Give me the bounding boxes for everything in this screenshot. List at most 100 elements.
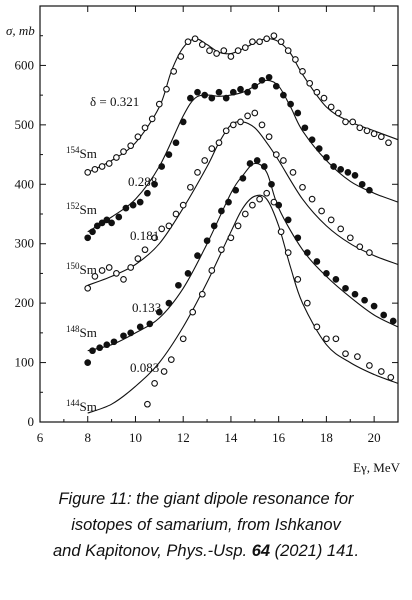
data-point-152Sm bbox=[122, 204, 130, 212]
data-point-152Sm bbox=[108, 219, 115, 227]
data-point-154Sm bbox=[234, 47, 242, 54]
data-point-152Sm bbox=[265, 73, 273, 81]
fit-curve-144Sm bbox=[87, 194, 399, 414]
data-points bbox=[84, 32, 397, 408]
data-point-148Sm bbox=[260, 163, 268, 170]
x-tick-label: 14 bbox=[224, 430, 238, 445]
data-point-152Sm bbox=[136, 198, 144, 206]
data-point-148Sm bbox=[103, 341, 111, 349]
x-tick-label: 12 bbox=[177, 430, 190, 445]
data-point-144Sm bbox=[342, 350, 349, 358]
data-point-144Sm bbox=[270, 198, 278, 206]
data-point-148Sm bbox=[175, 281, 182, 289]
data-point-148Sm bbox=[323, 270, 330, 277]
deformation-label-150Sm: 0.181 bbox=[130, 228, 159, 243]
data-point-150Sm bbox=[265, 133, 273, 141]
x-tick-label: 18 bbox=[320, 430, 333, 445]
data-point-144Sm bbox=[387, 374, 395, 381]
data-point-150Sm bbox=[289, 169, 297, 176]
data-point-148Sm bbox=[225, 198, 232, 206]
data-point-154Sm bbox=[292, 56, 299, 63]
data-point-144Sm bbox=[189, 308, 197, 316]
data-point-148Sm bbox=[294, 234, 302, 242]
data-point-148Sm bbox=[313, 258, 321, 265]
data-point-152Sm bbox=[308, 136, 316, 144]
isotope-label-144Sm: 144Sm bbox=[66, 398, 97, 414]
data-point-150Sm bbox=[127, 264, 135, 271]
data-point-152Sm bbox=[172, 139, 180, 147]
data-point-148Sm bbox=[184, 270, 192, 277]
data-point-150Sm bbox=[158, 225, 166, 233]
data-point-154Sm bbox=[349, 118, 357, 126]
isotope-symbol: Sm bbox=[80, 202, 97, 217]
data-point-152Sm bbox=[337, 166, 345, 173]
data-point-150Sm bbox=[98, 267, 106, 274]
data-point-144Sm bbox=[208, 267, 216, 274]
y-axis-title: σ, mb bbox=[6, 23, 35, 38]
data-point-152Sm bbox=[358, 180, 366, 188]
data-point-152Sm bbox=[244, 88, 251, 96]
y-tick-label: 500 bbox=[15, 117, 35, 132]
data-point-152Sm bbox=[194, 88, 201, 96]
data-point-154Sm bbox=[213, 50, 220, 57]
data-point-150Sm bbox=[201, 157, 209, 164]
data-point-150Sm bbox=[113, 270, 120, 277]
data-point-144Sm bbox=[277, 228, 285, 236]
data-point-152Sm bbox=[272, 82, 280, 90]
data-point-148Sm bbox=[246, 160, 254, 167]
data-point-150Sm bbox=[222, 127, 230, 135]
data-point-148Sm bbox=[194, 252, 201, 259]
deformation-label-148Sm: 0.133 bbox=[132, 300, 161, 315]
data-point-144Sm bbox=[218, 246, 225, 254]
data-point-152Sm bbox=[294, 109, 302, 117]
data-point-150Sm bbox=[337, 225, 345, 233]
data-point-150Sm bbox=[172, 210, 180, 218]
data-point-152Sm bbox=[129, 201, 137, 209]
data-point-152Sm bbox=[251, 82, 259, 90]
data-point-152Sm bbox=[187, 94, 194, 102]
data-point-150Sm bbox=[165, 222, 173, 230]
caption-line-3a: and Kapitonov, Phys.-Usp. bbox=[52, 542, 252, 560]
data-point-150Sm bbox=[84, 284, 92, 292]
data-point-154Sm bbox=[113, 154, 120, 161]
data-point-152Sm bbox=[237, 85, 244, 93]
data-point-150Sm bbox=[134, 255, 142, 262]
data-point-148Sm bbox=[165, 299, 173, 307]
data-point-148Sm bbox=[110, 338, 118, 346]
x-tick-label: 16 bbox=[272, 430, 286, 445]
x-axis-title: Eγ, MeV bbox=[353, 460, 401, 475]
caption-line-3c: (2021) 141. bbox=[270, 542, 360, 560]
caption-volume: 64 bbox=[251, 542, 271, 560]
data-point-152Sm bbox=[229, 88, 237, 96]
data-point-144Sm bbox=[366, 362, 373, 369]
data-point-148Sm bbox=[275, 201, 283, 209]
data-point-150Sm bbox=[346, 234, 354, 242]
data-point-152Sm bbox=[330, 163, 337, 170]
data-point-148Sm bbox=[127, 329, 135, 337]
data-point-154Sm bbox=[148, 115, 156, 123]
isotope-mass-number: 148 bbox=[66, 324, 80, 334]
data-point-144Sm bbox=[303, 299, 311, 307]
data-point-150Sm bbox=[187, 183, 194, 191]
data-point-150Sm bbox=[91, 273, 99, 280]
x-tick-label: 10 bbox=[129, 430, 142, 445]
data-point-150Sm bbox=[366, 249, 373, 256]
data-point-152Sm bbox=[351, 172, 359, 179]
data-point-150Sm bbox=[215, 139, 223, 147]
isotope-mass-number: 150 bbox=[66, 261, 80, 271]
data-point-148Sm bbox=[380, 311, 388, 319]
data-point-154Sm bbox=[141, 124, 149, 132]
data-point-144Sm bbox=[160, 368, 168, 375]
data-point-152Sm bbox=[323, 154, 330, 161]
isotope-label-150Sm: 150Sm bbox=[66, 261, 97, 277]
data-point-152Sm bbox=[315, 145, 323, 152]
data-point-154Sm bbox=[191, 35, 199, 43]
data-point-154Sm bbox=[134, 133, 142, 141]
data-point-152Sm bbox=[222, 94, 230, 102]
data-point-152Sm bbox=[89, 228, 96, 236]
data-point-152Sm bbox=[98, 219, 106, 227]
data-point-144Sm bbox=[284, 249, 292, 256]
data-point-148Sm bbox=[120, 332, 127, 340]
deformation-label-144Sm: 0.083 bbox=[130, 360, 159, 375]
